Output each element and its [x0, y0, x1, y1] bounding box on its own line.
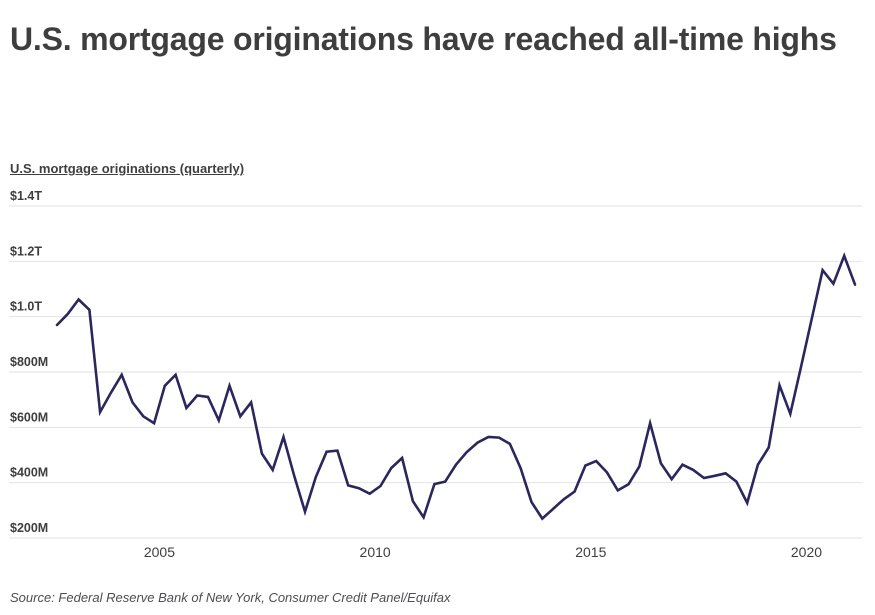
page-title: U.S. mortgage originations have reached … [10, 21, 837, 57]
x-tick-label: 2015 [575, 544, 606, 560]
x-tick-label: 2010 [360, 544, 391, 560]
x-tick-label: 2005 [144, 544, 175, 560]
chart-axis-title: U.S. mortgage originations (quarterly) [10, 161, 245, 176]
y-tick-label: $1.0T [10, 300, 42, 314]
source-note: Source: Federal Reserve Bank of New York… [10, 590, 451, 605]
x-tick-label: 2020 [791, 544, 822, 560]
y-tick-label: $200M [10, 521, 48, 535]
y-tick-label: $800M [10, 355, 48, 369]
y-tick-label: $400M [10, 466, 48, 480]
y-tick-label: $600M [10, 410, 48, 424]
data-line-mortgage-originations [55, 252, 857, 521]
y-tick-label: $1.4T [10, 189, 42, 203]
y-tick-label: $1.2T [10, 244, 42, 258]
